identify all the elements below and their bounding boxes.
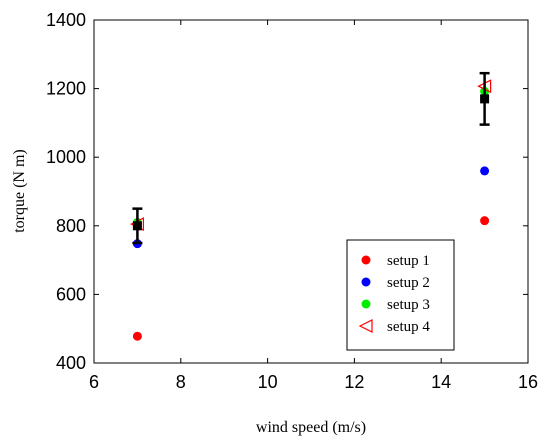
x-tick-label: 16 [518, 372, 538, 392]
legend-marker-setup-2 [361, 277, 371, 287]
legend-label: setup 1 [387, 253, 430, 269]
x-tick-label: 6 [89, 372, 99, 392]
point-setup-2 [480, 166, 490, 176]
x-tick-label: 10 [258, 372, 278, 392]
mean-marker [480, 94, 490, 104]
mean-marker [132, 221, 142, 231]
x-tick-label: 14 [431, 372, 451, 392]
y-tick-label: 1400 [46, 10, 86, 30]
plot-area [93, 19, 529, 364]
point-setup-1 [132, 331, 142, 341]
x-tick-label: 8 [176, 372, 186, 392]
legend-label: setup 4 [387, 319, 430, 335]
legend-label: setup 2 [387, 275, 430, 291]
legend-marker-setup-1 [361, 255, 371, 265]
legend-marker-setup-3 [361, 299, 371, 309]
x-axis: 6 8 10 12 14 16 [89, 20, 538, 392]
y-axis-title: torque (N m) [11, 149, 28, 233]
legend-label: setup 3 [387, 297, 430, 313]
legend: setup 1 setup 2 setup 3 setup 4 [346, 239, 455, 351]
y-tick-label: 400 [56, 353, 86, 373]
x-axis-title: wind speed (m/s) [256, 419, 366, 436]
y-tick-label: 1000 [46, 147, 86, 167]
error-bars [132, 71, 490, 245]
y-tick-label: 600 [56, 284, 86, 304]
y-tick-label: 800 [56, 216, 86, 236]
point-setup-1 [480, 216, 490, 226]
y-axis: 400 600 800 1000 1200 1400 [46, 10, 528, 373]
y-tick-label: 1200 [46, 79, 86, 99]
x-tick-label: 12 [344, 372, 364, 392]
legend-marker-setup-4 [358, 319, 373, 333]
